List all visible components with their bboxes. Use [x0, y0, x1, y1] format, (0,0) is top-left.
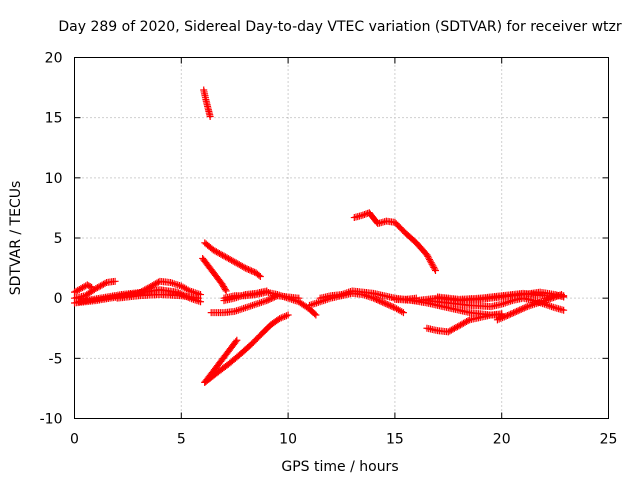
data-point-markers [200, 86, 214, 120]
x-tick-label: 15 [386, 432, 404, 448]
x-tick-label: 0 [70, 432, 79, 448]
series-arc-1 [71, 281, 96, 296]
x-axis-label: GPS time / hours [281, 459, 398, 475]
y-tick-label: 5 [54, 231, 63, 247]
data-points [71, 86, 568, 386]
data-point-markers [220, 287, 271, 305]
series-arc-9 [220, 288, 320, 319]
y-tick-label: 10 [45, 171, 63, 187]
y-tick-label: 20 [45, 51, 63, 67]
series-arc-7 [201, 239, 264, 281]
data-point-markers [71, 281, 96, 296]
series-arc-16 [350, 209, 439, 274]
data-point-markers [220, 288, 320, 319]
grid-lines [74, 57, 609, 419]
x-tick-label: 20 [493, 432, 511, 448]
y-tick-label: -5 [49, 351, 63, 367]
series-arc-11 [220, 287, 271, 305]
y-tick-labels: -10 -5 0 5 10 15 20 [40, 51, 63, 428]
axis-ticks [74, 57, 609, 419]
x-tick-label: 25 [600, 432, 618, 448]
series-arc-19 [423, 311, 506, 336]
series-arc-10 [207, 292, 303, 317]
data-point-markers [71, 277, 119, 302]
data-point-markers [199, 254, 230, 295]
series-arc-14 [305, 289, 407, 317]
y-axis-label: SDTVAR / TECUs [8, 181, 24, 296]
data-point-markers [350, 209, 439, 274]
series-arc-5 [113, 291, 202, 302]
y-tick-label: -10 [40, 412, 63, 428]
data-point-markers [423, 311, 506, 336]
x-tick-label: 10 [279, 432, 297, 448]
data-point-markers [207, 292, 303, 317]
data-point-markers [201, 311, 292, 386]
x-tick-labels: 0 5 10 15 20 25 [70, 432, 617, 448]
chart-title: Day 289 of 2020, Sidereal Day-to-day VTE… [58, 19, 622, 35]
series-arc-20 [423, 294, 568, 314]
series-arc-2 [71, 277, 119, 302]
series-arc-22 [434, 289, 568, 303]
series-arc-8 [199, 254, 230, 295]
data-point-markers [113, 291, 202, 302]
x-tick-label: 5 [177, 432, 186, 448]
data-point-markers [201, 239, 264, 281]
y-tick-label: 0 [54, 291, 63, 307]
series-arc-6 [200, 86, 214, 120]
data-point-markers [423, 294, 568, 314]
y-tick-label: 15 [45, 111, 63, 127]
data-point-markers [305, 289, 407, 317]
data-point-markers [434, 289, 568, 303]
series-arc-13 [201, 311, 292, 386]
